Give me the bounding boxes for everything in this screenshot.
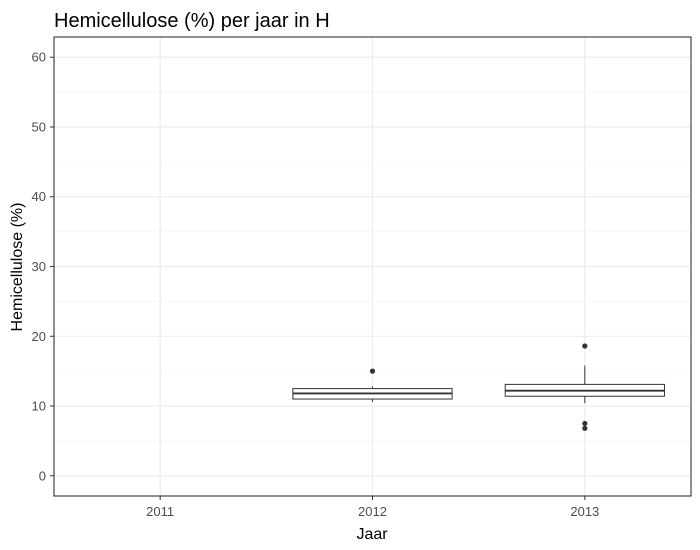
chart-title: Hemicellulose (%) per jaar in H bbox=[54, 10, 330, 32]
y-tick-label: 10 bbox=[32, 399, 46, 414]
y-tick-label: 0 bbox=[39, 468, 46, 483]
boxplot-2012 bbox=[292, 368, 453, 402]
x-tick-label: 2011 bbox=[146, 504, 174, 519]
y-axis: 0 10 20 30 40 50 60 bbox=[32, 50, 54, 483]
x-tick-label: 2012 bbox=[358, 504, 387, 519]
y-tick-label: 60 bbox=[32, 50, 46, 65]
y-tick-label: 20 bbox=[32, 329, 46, 344]
outlier-point bbox=[582, 420, 588, 427]
outlier-point bbox=[582, 425, 588, 431]
x-axis-title: Jaar bbox=[356, 526, 388, 543]
y-tick-label: 40 bbox=[32, 189, 46, 204]
y-tick-label: 50 bbox=[32, 119, 46, 134]
outlier-point bbox=[369, 368, 376, 374]
boxplots bbox=[292, 343, 665, 431]
grid bbox=[54, 37, 691, 496]
x-axis: 2011 2012 2013 bbox=[146, 496, 599, 519]
y-axis-title: Hemicellulose (%) bbox=[9, 203, 26, 332]
y-tick-label: 30 bbox=[32, 259, 46, 274]
outlier-point bbox=[582, 343, 588, 349]
boxplot-2013 bbox=[504, 343, 665, 431]
x-tick-label: 2013 bbox=[570, 504, 599, 519]
